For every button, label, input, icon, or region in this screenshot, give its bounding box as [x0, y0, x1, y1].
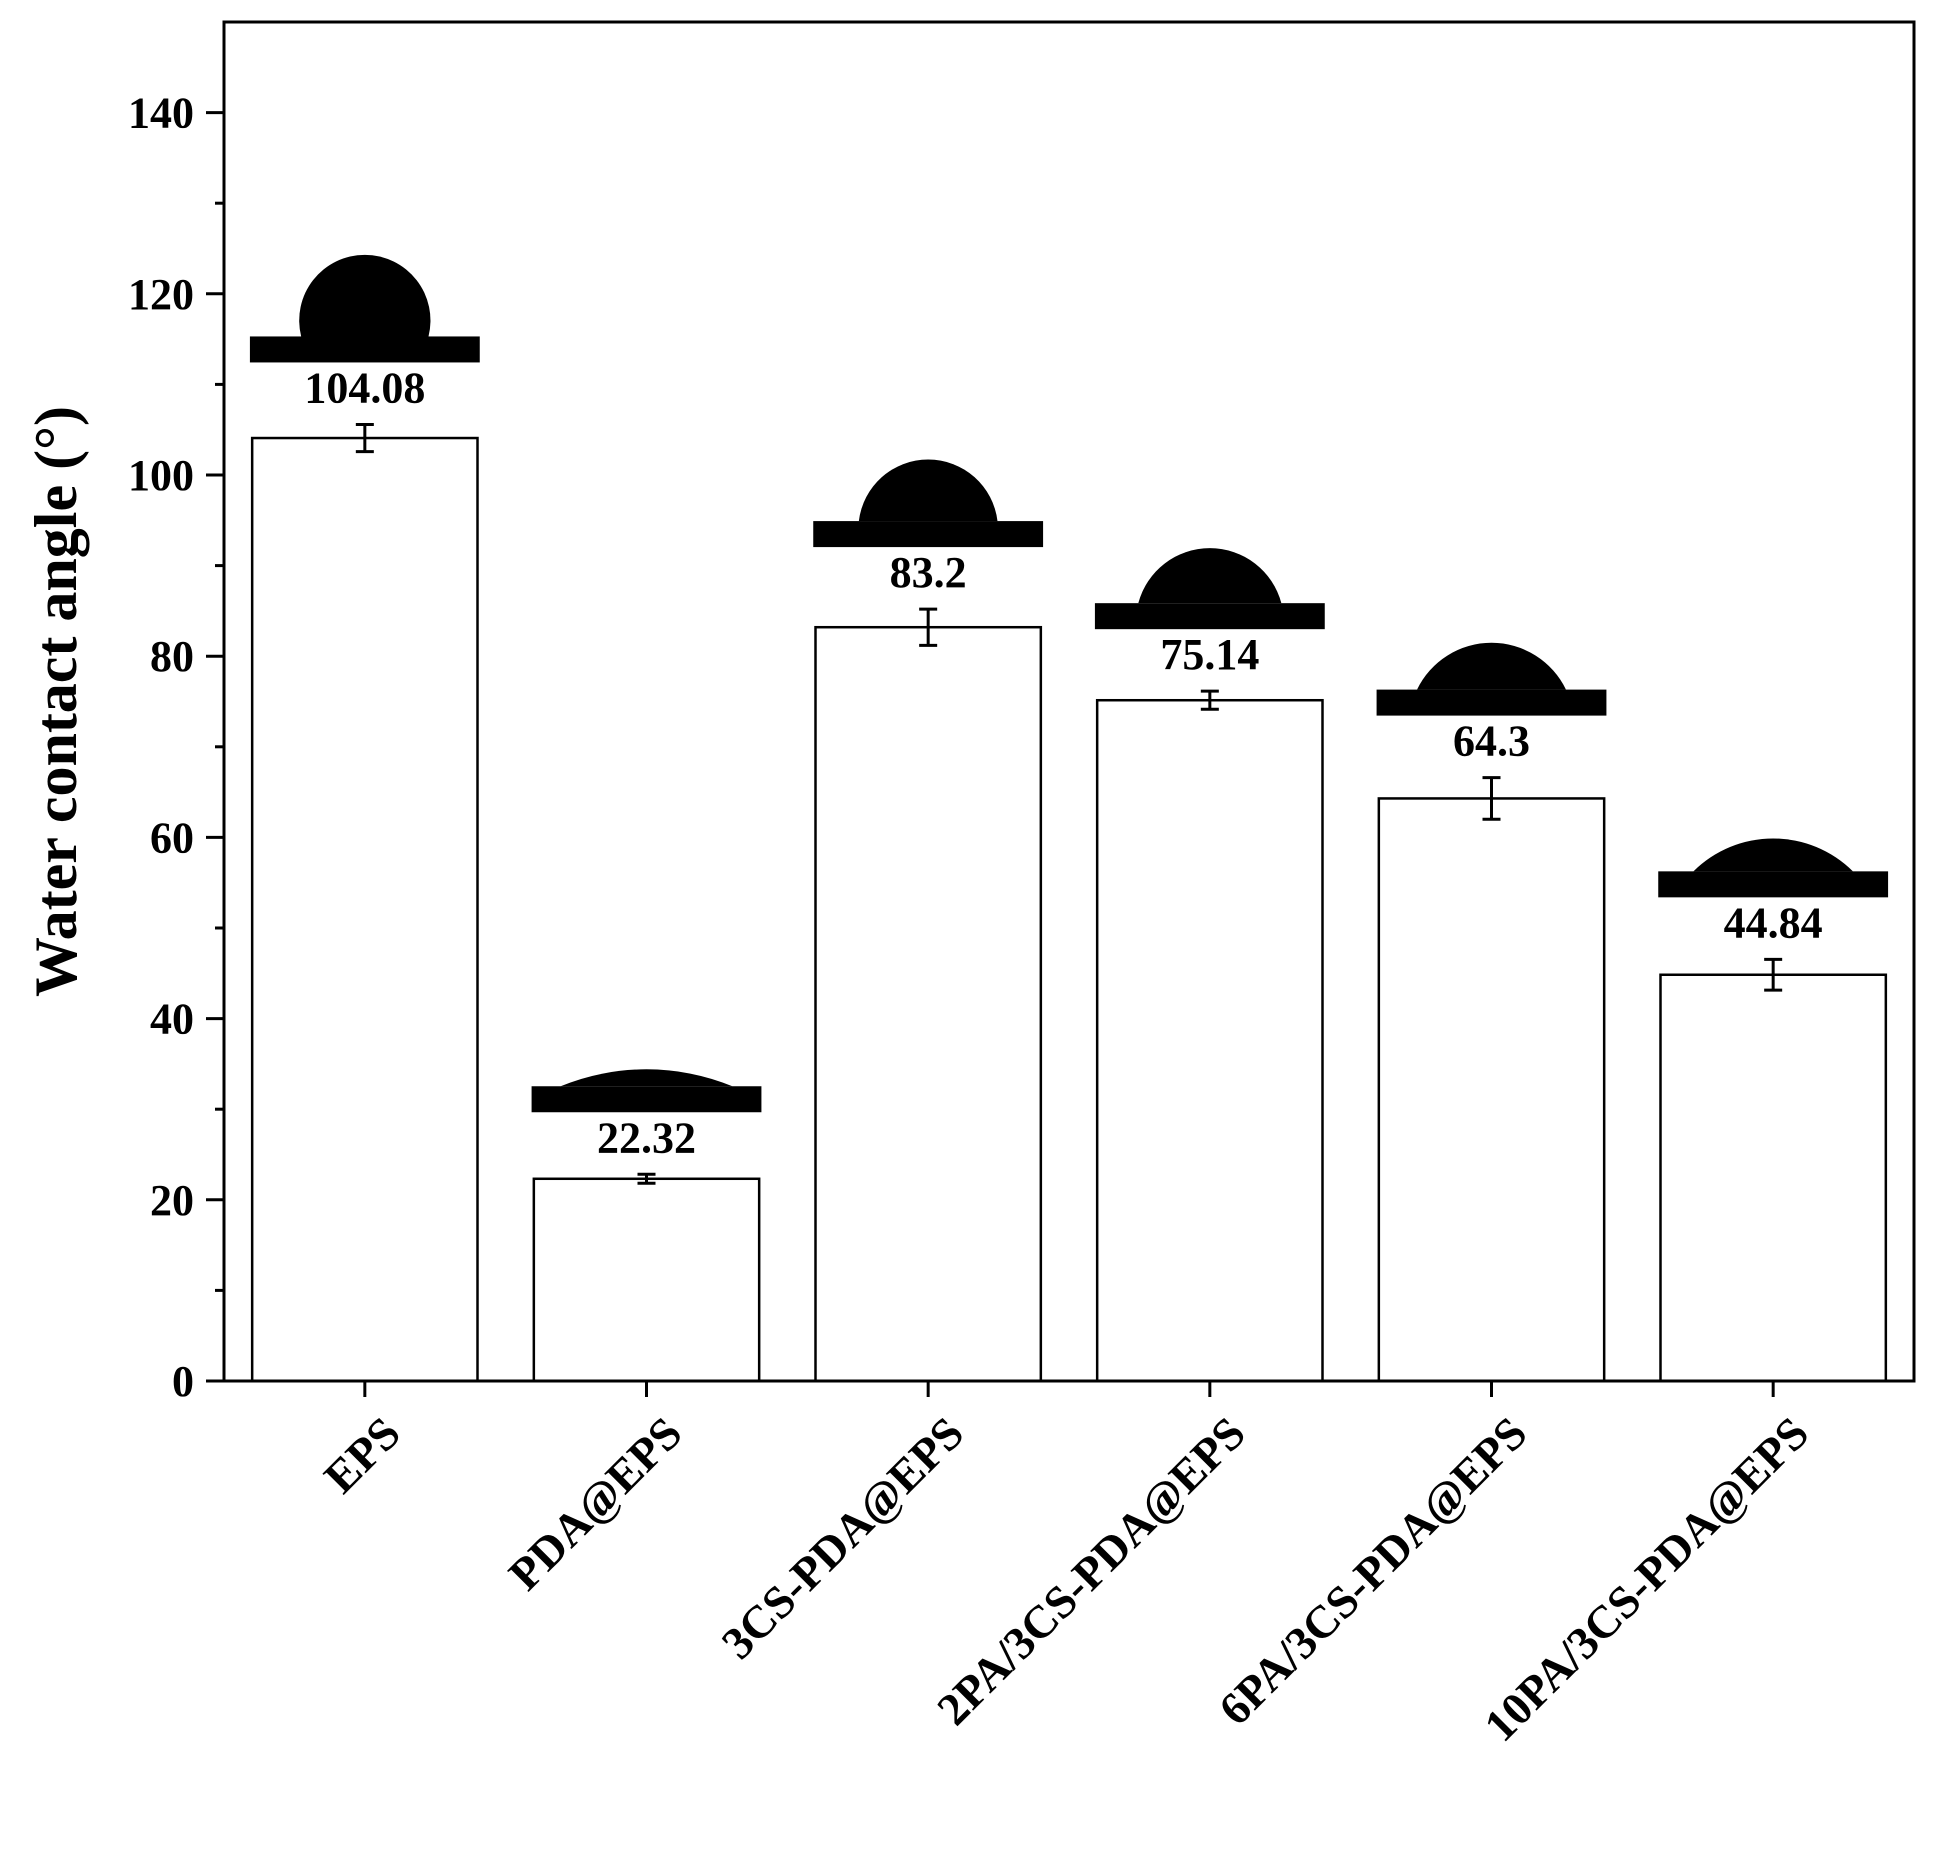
data-label: 75.14 [1160, 630, 1259, 679]
error-bar [919, 607, 938, 647]
error-bar [1764, 957, 1783, 992]
y-tick-label: 80 [150, 632, 194, 681]
y-tick-label: 140 [128, 89, 194, 138]
bar [532, 1177, 761, 1383]
droplet-image [1376, 642, 1607, 716]
y-tick-label: 0 [172, 1357, 194, 1406]
y-axis-title: Water contact angle (°) [23, 406, 89, 997]
y-tick-label: 40 [150, 995, 194, 1044]
data-label: 44.84 [1724, 898, 1823, 947]
bar [1659, 973, 1888, 1383]
error-bar [355, 422, 374, 454]
droplet-image [531, 1069, 762, 1113]
droplet-image [1094, 548, 1325, 630]
data-label: 64.3 [1453, 717, 1530, 766]
data-label: 22.32 [597, 1113, 696, 1162]
y-tick-label: 100 [128, 451, 194, 500]
droplet-image [813, 459, 1044, 548]
error-bar [1482, 776, 1501, 821]
y-tick-label: 60 [150, 813, 194, 862]
error-bar [1200, 689, 1219, 711]
y-tick-label: 120 [128, 270, 194, 319]
droplet-image [249, 254, 480, 363]
y-tick-label: 20 [150, 1176, 194, 1225]
bars-layer: 104.08 22.32 83.2 75.14 64.3 44.84 [250, 363, 1888, 1383]
plot-frame [222, 20, 1916, 1383]
data-label: 83.2 [890, 548, 967, 597]
bar [1377, 797, 1606, 1383]
error-bar [637, 1172, 656, 1185]
data-label: 104.08 [304, 363, 425, 412]
bar [1095, 698, 1324, 1383]
droplet-insets [249, 254, 1889, 1113]
droplet-image [1658, 838, 1889, 898]
bar [814, 625, 1043, 1383]
bar [250, 436, 479, 1383]
